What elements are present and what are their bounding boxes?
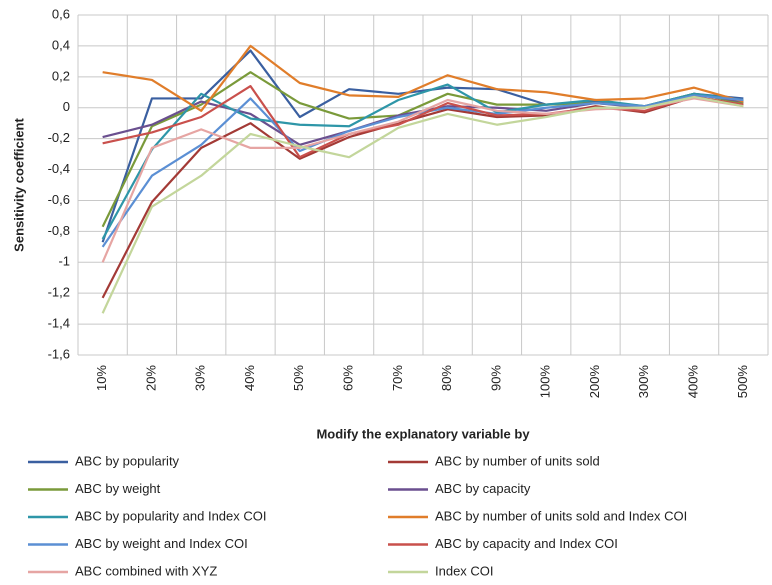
legend-label: ABC by capacity and Index COI [435,536,618,551]
x-tick-label: 90% [488,365,503,391]
y-tick-label: -0,6 [48,192,70,207]
y-tick-label: -1,2 [48,285,70,300]
x-axis-title: Modify the explanatory variable by [316,426,530,441]
series-line [101,94,744,248]
y-tick-label: -1 [58,254,70,269]
legend-label: ABC combined with XYZ [75,563,217,578]
legend-label: ABC by number of units sold [435,453,600,468]
x-tick-label: 50% [291,365,306,391]
x-tick-label: 40% [242,365,257,391]
series-line [101,95,744,314]
y-tick-label: 0,6 [52,6,70,21]
y-tick-label: -0,8 [48,223,70,238]
legend-label: ABC by popularity and Index COI [75,508,267,523]
legend-label: ABC by popularity [75,453,180,468]
x-tick-label: 10% [94,365,109,391]
y-tick-label: 0,2 [52,68,70,83]
x-tick-label: 20% [143,365,158,391]
x-tick-label: 60% [341,365,356,391]
y-tick-label: -0,4 [48,161,70,176]
series-line [102,84,744,159]
legend-label: ABC by weight [75,481,161,496]
series-line [102,44,744,112]
x-tick-label: 200% [587,365,602,399]
legend-label: ABC by weight and Index COI [75,536,248,551]
legend-label: ABC by capacity [435,481,531,496]
y-tick-label: -0,2 [48,130,70,145]
y-tick-label: 0,4 [52,37,70,52]
x-tick-label: 70% [390,365,405,391]
x-tick-label: 500% [735,365,750,399]
x-tick-label: 100% [538,365,553,399]
x-tick-label: 400% [686,365,701,399]
x-tick-label: 300% [636,365,651,399]
y-tick-label: 0 [63,99,70,114]
y-axis-title: Sensitivity coefficient [11,118,26,252]
legend-label: ABC by number of units sold and Index CO… [435,508,687,523]
x-tick-label: 30% [193,365,208,391]
y-tick-label: -1,4 [48,316,70,331]
legend-label: Index COI [435,563,494,578]
x-tick-label: 80% [439,365,454,391]
y-tick-label: -1,6 [48,346,70,361]
